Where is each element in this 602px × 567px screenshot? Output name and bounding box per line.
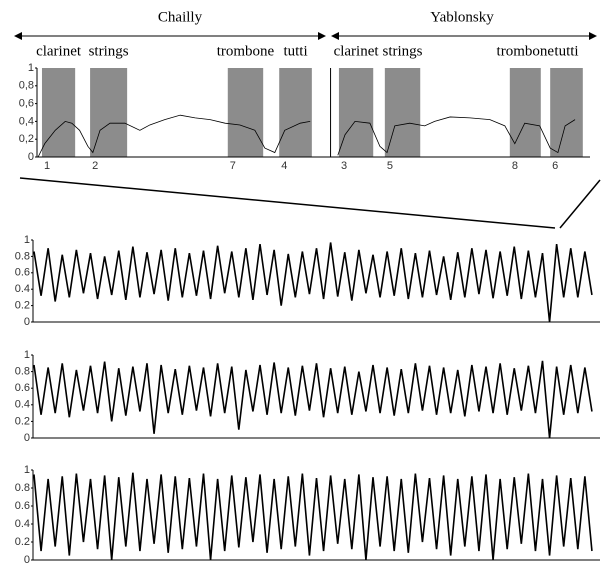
region: [279, 68, 312, 157]
region-label: strings: [89, 43, 129, 59]
y-tick-label: 0,4: [19, 115, 34, 127]
y-tick-label: 1: [28, 62, 34, 74]
region-number: 4: [281, 160, 287, 172]
y-tick-label: 0.2: [15, 536, 30, 548]
region: [509, 68, 541, 157]
group-label: Yablonsky: [430, 9, 494, 25]
signal: [33, 472, 593, 561]
y-tick-label: 0.6: [15, 382, 30, 394]
y-tick-label: 0: [24, 554, 30, 566]
y-tick-label: 0: [24, 316, 30, 328]
y-tick-label: 0.6: [15, 267, 30, 279]
region-number: 1: [44, 160, 50, 172]
signal: [33, 360, 593, 439]
region-number: 2: [92, 160, 98, 172]
region-label: tutti: [554, 43, 578, 59]
y-tick-label: 1: [24, 234, 30, 246]
y-tick-label: 1: [24, 464, 30, 476]
y-tick-label: 0: [28, 151, 34, 163]
region-label: trombone: [497, 43, 555, 59]
y-tick-label: 0.8: [15, 482, 30, 494]
region-label: trombone: [217, 43, 275, 59]
y-tick-label: 0.8: [15, 366, 30, 378]
y-tick-label: 1: [24, 349, 30, 361]
region-number: 7: [230, 160, 236, 172]
region: [338, 68, 374, 157]
region-label: clarinet: [36, 43, 82, 59]
zoom-line: [19, 177, 556, 229]
y-tick-label: 0,6: [19, 98, 34, 110]
region: [384, 68, 421, 157]
y-tick-label: 0.4: [15, 283, 30, 295]
y-tick-label: 0,2: [19, 133, 34, 145]
y-tick-label: 0.4: [15, 518, 30, 530]
group-label: Chailly: [158, 9, 203, 25]
region: [41, 68, 76, 157]
region-label: strings: [383, 43, 423, 59]
y-tick-label: 0.4: [15, 399, 30, 411]
region-number: 5: [387, 160, 393, 172]
y-tick-label: 0.2: [15, 415, 30, 427]
y-tick-label: 0: [24, 432, 30, 444]
y-tick-label: 0.2: [15, 300, 30, 312]
zoom-line: [559, 179, 601, 229]
y-tick-label: 0,8: [19, 80, 34, 92]
region-label: clarinet: [334, 43, 380, 59]
region-number: 8: [512, 160, 518, 172]
y-tick-label: 0.8: [15, 250, 30, 262]
region: [550, 68, 583, 157]
region-number: 3: [341, 160, 347, 172]
y-tick-label: 0.6: [15, 500, 30, 512]
signal: [33, 242, 593, 323]
region-label: tutti: [283, 43, 307, 59]
region-number: 6: [552, 160, 558, 172]
line: [37, 114, 576, 158]
region: [227, 68, 264, 157]
